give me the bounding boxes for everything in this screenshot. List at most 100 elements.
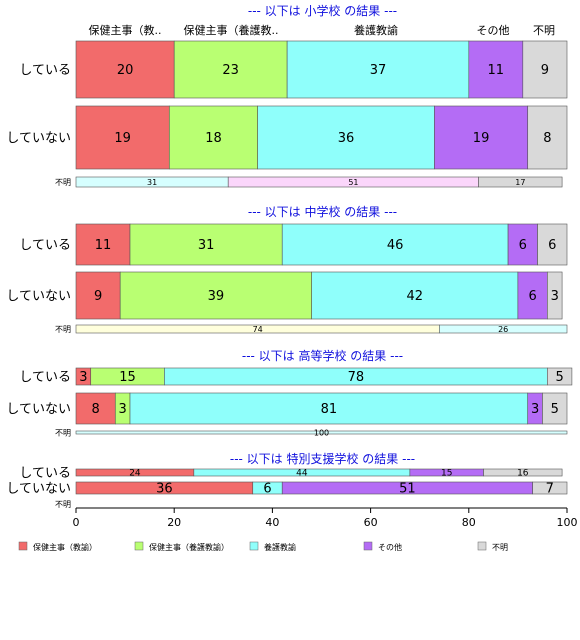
bar-segment — [311, 271, 519, 320]
row-label: している — [19, 238, 71, 253]
data-label: 81 — [321, 402, 338, 417]
bar-segment — [129, 392, 529, 425]
bar-segment — [75, 271, 121, 320]
data-label: 78 — [348, 370, 365, 385]
data-label: 11 — [95, 238, 112, 253]
legend-label: その他 — [378, 542, 402, 552]
legend-swatch — [249, 541, 259, 551]
legend-swatch — [134, 541, 144, 551]
data-label: 15 — [441, 469, 452, 479]
row-label: 不明 — [55, 325, 71, 334]
row-label: 不明 — [55, 500, 71, 509]
header-label: 不明 — [533, 24, 555, 37]
x-tick-label: 0 — [73, 516, 80, 529]
data-label: 18 — [205, 131, 222, 146]
data-label: 36 — [338, 131, 355, 146]
data-label: 51 — [399, 482, 416, 497]
x-tick-label: 80 — [462, 516, 476, 529]
data-label: 5 — [551, 402, 559, 417]
legend-label: 保健主事（養護教諭） — [149, 542, 229, 552]
row-label: 不明 — [55, 428, 71, 437]
data-label: 36 — [156, 482, 173, 497]
bar-segment — [286, 40, 470, 99]
data-label: 31 — [147, 178, 157, 187]
data-label: 46 — [387, 238, 404, 253]
row-label: していない — [6, 289, 71, 304]
data-label: 16 — [517, 469, 529, 479]
data-label: 6 — [519, 238, 527, 253]
bar-segment — [468, 40, 524, 99]
x-tick-label: 100 — [557, 516, 578, 529]
data-label: 9 — [541, 63, 549, 78]
data-label: 31 — [198, 238, 215, 253]
header-label: 養護教諭 — [354, 23, 398, 37]
data-label: 6 — [528, 289, 536, 304]
bar-segment — [527, 105, 568, 170]
x-tick-label: 60 — [364, 516, 378, 529]
row-label: している — [19, 370, 71, 385]
bar-segment — [483, 468, 563, 477]
bar-segment — [75, 223, 131, 266]
bar-segment — [434, 105, 529, 170]
bar-segment — [75, 430, 568, 435]
bar-segment — [439, 324, 568, 334]
data-label: 3 — [531, 402, 539, 417]
data-label: 37 — [370, 63, 387, 78]
bar-segment — [517, 271, 548, 320]
section-title: --- 以下は 高等学校 の結果 --- — [242, 348, 403, 363]
data-label: 24 — [129, 469, 141, 479]
data-label: 8 — [91, 402, 99, 417]
bar-segment — [547, 271, 563, 320]
data-label: 19 — [473, 131, 490, 146]
bar-segment — [532, 481, 568, 495]
data-label: 5 — [555, 370, 563, 385]
bar-segment — [173, 40, 288, 99]
header-label: その他 — [477, 24, 510, 37]
data-label: 3 — [119, 402, 127, 417]
data-label: 20 — [117, 63, 134, 78]
bar-segment — [522, 40, 568, 99]
row-label: していない — [6, 402, 71, 417]
data-label: 11 — [488, 63, 505, 78]
data-label: 7 — [546, 482, 554, 497]
x-tick-label: 20 — [167, 516, 181, 529]
bar-segment — [478, 176, 563, 188]
header-label: 保健主事（養護教.. — [184, 23, 279, 37]
bar-segment — [119, 271, 312, 320]
data-label: 6 — [548, 238, 556, 253]
section-title: --- 以下は 特別支援学校 の結果 --- — [230, 451, 415, 466]
data-label: 19 — [114, 131, 131, 146]
row-label: していない — [6, 482, 71, 497]
legend-swatch — [363, 541, 373, 551]
legend-label: 保健主事（教諭） — [33, 542, 97, 552]
bar-segment — [537, 223, 568, 266]
header-label: 保健主事（教.. — [89, 23, 162, 37]
data-label: 8 — [543, 131, 551, 146]
data-label: 3 — [79, 370, 87, 385]
data-label: 51 — [348, 178, 358, 187]
bar-segment — [542, 392, 568, 425]
data-label: 9 — [94, 289, 102, 304]
bar-segment — [547, 367, 573, 386]
data-label: 3 — [551, 289, 559, 304]
bar-segment — [75, 392, 116, 425]
data-label: 100 — [314, 428, 329, 437]
data-label: 17 — [515, 178, 525, 187]
bar-segment — [257, 105, 435, 170]
legend-swatch — [477, 541, 487, 551]
row-label: 不明 — [55, 178, 71, 187]
bar-segment — [75, 105, 170, 170]
legend-swatch — [18, 541, 28, 551]
legend-label: 養護教諭 — [264, 542, 296, 552]
bar-segment — [281, 223, 509, 266]
bar-segment — [168, 105, 258, 170]
legend-label: 不明 — [492, 543, 508, 552]
data-label: 39 — [208, 289, 225, 304]
row-label: していない — [6, 131, 71, 146]
data-label: 26 — [498, 325, 508, 334]
row-label: している — [19, 63, 71, 78]
data-label: 74 — [253, 325, 263, 334]
section-title: --- 以下は 中学校 の結果 --- — [248, 204, 397, 219]
data-label: 23 — [222, 63, 239, 78]
